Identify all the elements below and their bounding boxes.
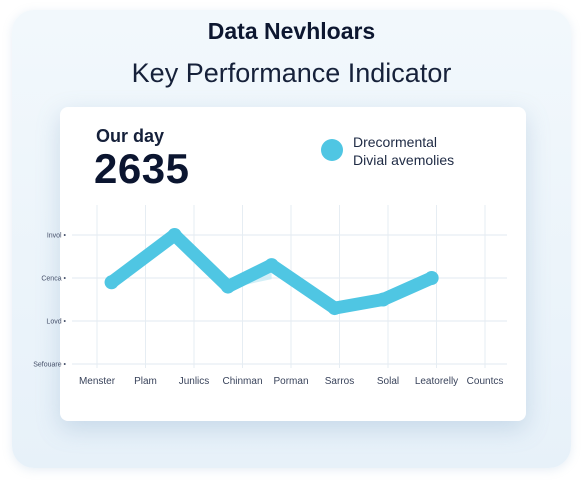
dashboard-title: Data Nevhloars	[207, 18, 376, 44]
x-tick-label: Plam	[134, 376, 157, 387]
y-tick-label: Lovd •	[46, 319, 66, 326]
legend-label-line-1: Drecormental	[353, 134, 438, 150]
x-tick-label: Solal	[377, 376, 399, 387]
data-point	[424, 271, 439, 285]
y-tick-label: Invol •	[47, 233, 67, 240]
data-point	[376, 292, 391, 307]
legend-label-line-2: Divial avemolies	[353, 152, 455, 168]
y-tick-label: Cenca •	[41, 276, 66, 283]
data-point	[264, 258, 279, 273]
y-tick-label: Sefouare •	[33, 362, 66, 369]
x-tick-label: Porman	[273, 376, 308, 387]
data-point	[167, 228, 182, 242]
x-tick-label: Sarros	[325, 376, 354, 387]
kpi-label: Our day	[96, 126, 165, 146]
x-tick-label: Leatorelly	[415, 376, 458, 387]
kpi-value: 2635	[94, 145, 190, 192]
x-tick-label: Countcs	[467, 376, 504, 387]
x-tick-label: Chinman	[222, 376, 262, 387]
dashboard-subtitle: Key Performance Indicator	[131, 58, 452, 88]
legend-marker	[321, 139, 343, 161]
x-tick-label: Junlics	[179, 376, 210, 387]
data-point	[327, 301, 342, 316]
data-point	[220, 279, 235, 294]
data-point	[104, 275, 119, 290]
x-tick-label: Menster	[79, 376, 116, 387]
